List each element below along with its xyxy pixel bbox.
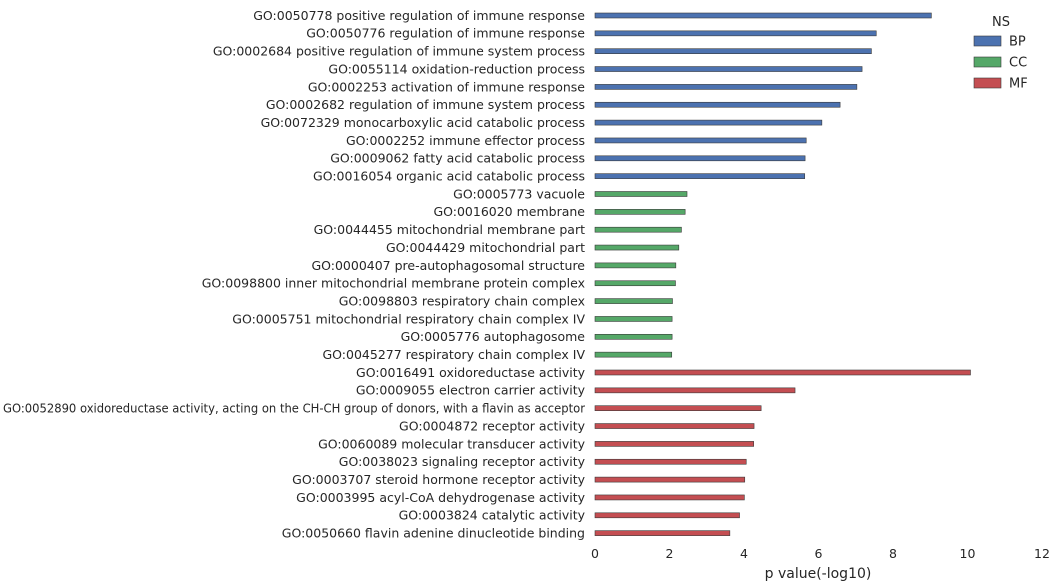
x-axis-ticks-group: 0 2 4 6 8 10 12 <box>591 546 1050 561</box>
legend-swatch-mf <box>973 77 1002 89</box>
category-label: GO:0052890 oxidoreductase activity, acti… <box>3 401 586 416</box>
category-label: GO:0003707 steroid hormone receptor acti… <box>292 472 585 487</box>
category-label: GO:0016020 membrane <box>433 204 585 219</box>
category-label: GO:0050778 positive regulation of immune… <box>253 8 585 23</box>
bar-mf <box>594 387 796 394</box>
bar-cc <box>594 244 680 251</box>
bar-cc <box>594 191 688 197</box>
bar-mf <box>594 512 740 519</box>
category-label: GO:0009055 electron carrier activity <box>356 383 586 398</box>
bar-cc <box>594 333 673 340</box>
x-tick-label: 4 <box>740 546 748 561</box>
x-tick-label: 0 <box>591 546 599 561</box>
x-tick-label: 8 <box>889 546 897 561</box>
bar-bp <box>594 137 807 144</box>
category-label: GO:0003824 catalytic activity <box>399 508 586 523</box>
bar-bp <box>594 119 823 126</box>
x-tick-label: 2 <box>666 546 674 561</box>
category-label: GO:0002684 positive regulation of immune… <box>213 44 585 59</box>
category-label: GO:0004872 receptor activity <box>399 418 586 433</box>
legend-label-mf: MF <box>1009 77 1028 92</box>
bar-cc <box>594 351 673 358</box>
category-label: GO:0016054 organic acid catabolic proces… <box>313 169 585 184</box>
bar-mf <box>594 369 971 376</box>
x-tick-label: 10 <box>960 546 976 561</box>
category-label: GO:0005776 autophagosome <box>401 329 586 344</box>
category-label: GO:0016491 oxidoreductase activity <box>356 365 586 380</box>
bar-mf <box>594 530 731 536</box>
bar-bp <box>594 173 806 179</box>
bar-cc <box>594 262 677 269</box>
bar-cc <box>594 298 673 304</box>
x-tick-label: 12 <box>1034 546 1050 561</box>
bar-bp <box>594 84 858 90</box>
bar-bp <box>594 66 863 72</box>
bar-cc <box>594 316 673 322</box>
bar-mf <box>594 441 754 447</box>
category-label: GO:0045277 respiratory chain complex IV <box>323 347 586 362</box>
category-label: GO:0009062 fatty acid catabolic process <box>330 151 585 166</box>
bar-bp <box>594 101 841 108</box>
category-labels-group: GO:0050778 positive regulation of immune… <box>3 8 586 541</box>
category-label: GO:0002252 immune effector process <box>346 133 585 148</box>
category-label: GO:0002682 regulation of immune system p… <box>266 97 585 112</box>
category-label: GO:0050660 flavin adenine dinucleotide b… <box>282 526 585 541</box>
legend-label-cc: CC <box>1009 56 1027 71</box>
bar-bp <box>594 48 872 55</box>
category-label: GO:0002253 activation of immune response <box>308 79 585 94</box>
x-tick-label: 6 <box>815 546 823 561</box>
category-label: GO:0003995 acyl-CoA dehydrogenase activi… <box>296 490 585 505</box>
bar-mf <box>594 494 745 501</box>
bar-mf <box>594 476 746 483</box>
category-label: GO:0044455 mitochondrial membrane part <box>314 222 585 237</box>
category-label: GO:0060089 molecular transducer activity <box>318 436 586 451</box>
bar-cc <box>594 226 682 233</box>
bar-cc <box>594 209 686 215</box>
category-label: GO:0000407 pre-autophagosomal structure <box>311 258 585 273</box>
bar-mf <box>594 405 762 412</box>
bar-mf <box>594 458 747 465</box>
bar-cc <box>594 280 676 287</box>
legend-label-bp: BP <box>1009 35 1026 50</box>
category-label: GO:0038023 signaling receptor activity <box>339 454 586 469</box>
category-label: GO:0005751 mitochondrial respiratory cha… <box>232 311 585 326</box>
category-label: GO:0005773 vacuole <box>453 186 585 201</box>
legend-swatch-bp <box>973 35 1002 47</box>
category-label: GO:0055114 oxidation-reduction process <box>328 61 585 76</box>
legend-swatch-cc <box>973 56 1002 68</box>
x-axis-label: p value(-log10) <box>765 566 872 582</box>
legend: NS BP CC MF <box>973 15 1028 92</box>
category-label: GO:0098803 respiratory chain complex <box>339 293 585 308</box>
bar-bp <box>594 12 932 19</box>
bar-bp <box>594 30 877 37</box>
category-label: GO:0098800 inner mitochondrial membrane … <box>202 276 585 291</box>
legend-title: NS <box>992 15 1010 30</box>
bar-mf <box>594 423 755 429</box>
bar-bp <box>594 155 806 162</box>
bars-group <box>594 12 971 536</box>
category-label: GO:0050776 regulation of immune response <box>306 26 585 41</box>
category-label: GO:0072329 monocarboxylic acid catabolic… <box>261 115 585 130</box>
category-label: GO:0044429 mitochondrial part <box>386 240 585 255</box>
